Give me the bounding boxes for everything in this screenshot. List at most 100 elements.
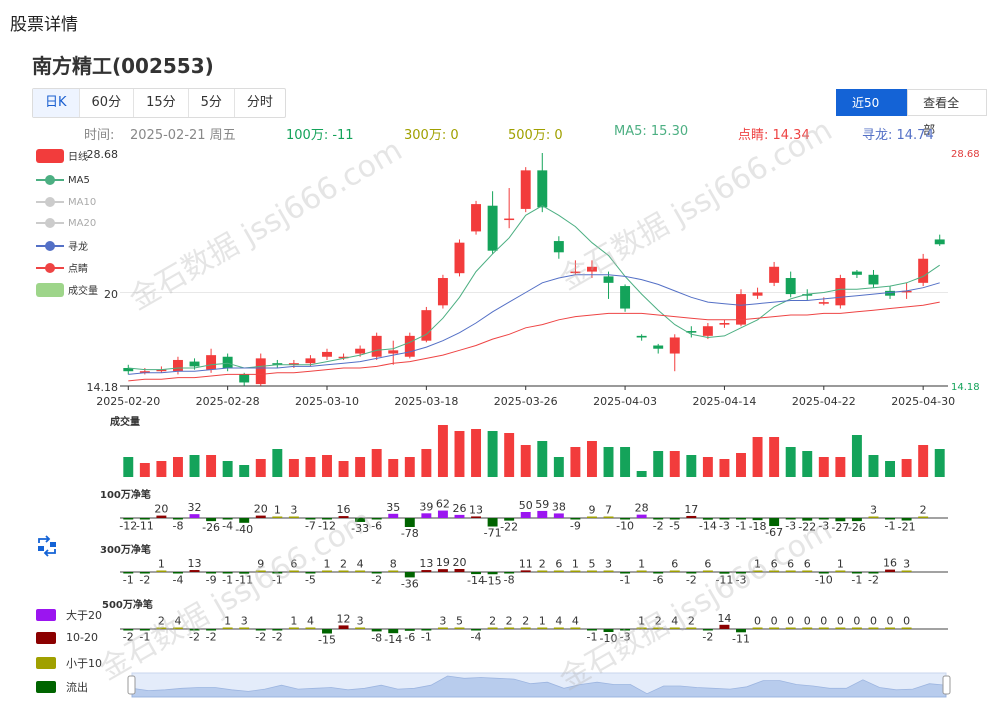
volume-bar [206,455,217,477]
net100-label: -8 [172,520,183,533]
net500-label: -11 [732,632,750,645]
net500-label: 12 [337,612,351,625]
legend-ma10-label: MA10 [68,196,97,208]
recent-50-days-button[interactable]: 近50日 [836,89,908,137]
net300-label: 6 [704,558,711,571]
candle [553,241,564,253]
candle [239,374,250,383]
net100-bar [702,518,713,520]
line-legend-icon [36,174,64,186]
candle [421,310,432,341]
candle [636,335,647,338]
legend-10-20[interactable]: 10-20 [36,631,98,644]
net100-label: -33 [351,522,369,535]
net100-label: -67 [765,526,783,539]
net100-bar [123,518,134,520]
net100-bar [868,516,879,518]
net500-bar [586,629,597,631]
net500-bar [404,629,415,631]
net500-bar [454,627,465,629]
tab-60min[interactable]: 60分 [80,89,135,117]
x-tick-label: 2025-04-22 [792,395,856,408]
net100-label: -3 [785,520,796,533]
volume-bar [404,457,415,477]
net100-bar [139,518,150,520]
net300-bar [206,572,217,574]
view-all-button[interactable]: 查看全部 [907,89,987,137]
net300-label: -10 [815,574,833,587]
net500-label: 3 [241,615,248,628]
net100-label: -26 [202,521,220,534]
volume-bar [537,441,548,477]
net300-label: 11 [519,557,533,570]
legend-rixian[interactable]: 日线 [36,148,88,163]
net300-label: -6 [653,574,664,587]
net100-bar [437,510,448,518]
net300-bar [669,570,680,572]
net300-label: -1 [272,574,283,587]
net100-bar [620,518,631,520]
net500-bar [835,627,846,629]
tab-15min[interactable]: 15分 [134,89,189,117]
net500-bar [570,627,581,629]
candle [471,204,482,232]
swap-icon[interactable] [36,535,58,557]
net300-bar [570,570,581,572]
legend-ma5[interactable]: MA5 [36,174,90,186]
tab-5min[interactable]: 5分 [189,89,235,117]
net300-bar [139,572,150,574]
net500-label: 0 [853,615,860,628]
net500-bar [769,627,780,629]
candle [437,278,448,306]
net500-label: 0 [820,615,827,628]
net500-bar [222,627,233,629]
net100-bar [471,516,482,518]
legend-lt10[interactable]: 小于10 [36,655,102,671]
net100-label: 20 [254,503,268,516]
candle [272,363,283,365]
volume-bar [586,441,597,477]
net300-subtitle: 300万净笔 [100,545,151,556]
volume-bar [288,459,299,477]
legend-ma20[interactable]: MA20 [36,217,96,229]
legend-dianjing-label: 点睛 [68,264,88,275]
net500-bar [255,629,266,631]
net100-label: 59 [535,498,549,511]
net100-subtitle: 100万净笔 [100,490,151,501]
legend-outflow-label: 流出 [66,681,88,694]
volume-bar [669,451,680,477]
net100-label: -5 [669,520,680,533]
legend-xunlong[interactable]: 寻龙 [36,238,88,253]
tab-daily-k[interactable]: 日K [33,89,80,117]
net300-label: -36 [401,577,419,590]
lt10-legend-icon [36,657,56,669]
net500-bar [636,627,647,629]
net500-label: 2 [655,615,662,628]
volume-bar [454,431,465,477]
net300-label: 8 [390,558,397,571]
legend-gt20[interactable]: 大于20 [36,607,102,623]
tab-timeshare[interactable]: 分时 [246,95,273,110]
legend-dianjing[interactable]: 点睛 [36,260,88,275]
net100-bar [669,518,680,520]
net300-label: -11 [715,574,733,587]
volume-bar [189,455,200,477]
net500-label: 4 [671,615,678,628]
legend-xunlong-label: 寻龙 [68,242,88,253]
net500-bar [338,625,349,629]
legend-volume[interactable]: 成交量 [36,282,98,297]
net100-bar [172,518,183,520]
legend-lt10-label: 小于10 [66,657,102,670]
zoom-handle-right[interactable] [942,675,951,695]
zoom-handle-left[interactable] [127,675,136,695]
net300-label: -15 [484,574,502,587]
net500-bar [520,627,531,629]
legend-ma10[interactable]: MA10 [36,196,96,208]
net100-bar [785,518,796,520]
net500-bar [686,627,697,629]
net100-label: -12 [318,520,336,533]
net500-label: 0 [787,615,794,628]
net500-label: 1 [638,615,645,628]
legend-outflow[interactable]: 流出 [36,679,88,695]
